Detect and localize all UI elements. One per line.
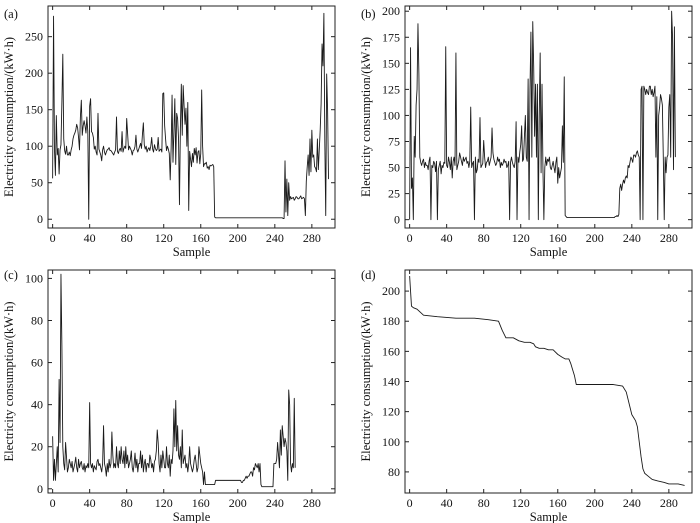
y-tick-label: 100 [25,139,43,153]
plot-frame [404,269,693,494]
y-tick-label: 175 [382,30,400,44]
y-tick-label: 25 [388,187,400,201]
y-tick-label: 120 [382,405,400,419]
x-tick-label: 160 [549,496,567,510]
y-tick-label: 200 [382,284,400,298]
x-tick-label: 120 [155,231,173,245]
x-tick-label: 120 [512,496,530,510]
series-line [52,12,329,220]
x-tick-label: 80 [478,231,490,245]
x-tick-label: 160 [192,231,210,245]
series-line [409,10,676,221]
x-axis-label: Sample [530,510,568,523]
x-axis-label: Sample [173,510,211,523]
y-tick-label: 140 [382,375,400,389]
x-tick-label: 280 [660,231,678,245]
x-tick-label: 120 [155,496,173,510]
y-axis-label: Electricity consumption/(kW·h) [359,37,373,197]
series-line [52,273,296,488]
x-tick-label: 280 [303,496,321,510]
y-tick-label: 20 [31,440,43,454]
panel-label: (d) [361,268,376,282]
x-tick-label: 40 [441,231,453,245]
x-tick-label: 240 [623,231,641,245]
y-tick-label: 40 [31,398,43,412]
y-tick-label: 100 [25,271,43,285]
panel-2: 0 40 80 120 160 200 240 280 0 25 50 75 100 125 150 175 2… [359,4,693,259]
y-tick-label: 75 [388,134,400,148]
x-tick-label: 120 [512,231,530,245]
y-tick-label: 200 [25,66,43,80]
y-axis-label: Electricity consumption/(kW·h) [359,301,373,461]
y-tick-label: 150 [382,56,400,70]
x-tick-label: 80 [478,496,490,510]
y-tick-label: 80 [388,465,400,479]
y-tick-label: 125 [382,82,400,96]
y-tick-label: 160 [382,344,400,358]
y-tick-label: 250 [25,30,43,44]
x-tick-label: 40 [441,496,453,510]
x-tick-label: 80 [121,231,133,245]
y-tick-label: 0 [394,213,400,227]
y-tick-label: 150 [25,103,43,117]
x-tick-label: 240 [623,496,641,510]
x-tick-label: 200 [586,231,604,245]
x-tick-label: 40 [84,496,96,510]
y-tick-label: 100 [382,435,400,449]
plot-frame [47,5,336,229]
x-tick-label: 80 [121,496,133,510]
x-tick-label: 0 [407,496,413,510]
x-tick-label: 200 [229,231,247,245]
x-tick-label: 40 [84,231,96,245]
x-axis-label: Sample [530,245,568,259]
x-tick-label: 0 [407,231,413,245]
x-tick-label: 240 [266,496,284,510]
y-tick-label: 60 [31,356,43,370]
x-tick-label: 280 [303,231,321,245]
y-axis-label: Electricity consumption/(kW·h) [2,301,16,461]
x-tick-label: 280 [660,496,678,510]
panel-label: (c) [4,268,18,282]
panel-label: (b) [361,7,376,21]
x-tick-label: 200 [229,496,247,510]
panel-3: 0 40 80 120 160 200 240 280 0 20 40 60 80 100 Sample El… [2,268,336,523]
y-tick-label: 180 [382,314,400,328]
y-tick-label: 0 [37,212,43,226]
y-tick-label: 0 [37,482,43,496]
y-tick-label: 200 [382,4,400,18]
panel-4: 0 40 80 120 160 200 240 280 80 100 120 140 160 180 200… [359,268,693,523]
x-tick-label: 160 [192,496,210,510]
panel-1: 0 40 80 120 160 200 240 280 0 50 100 150 200 250 Sampl… [2,5,336,259]
y-axis-label: Electricity consumption/(kW·h) [2,37,16,197]
series-line [409,276,685,486]
plot-frame [404,5,693,229]
x-axis-label: Sample [173,245,211,259]
y-tick-label: 50 [388,161,400,175]
panel-label: (a) [4,7,18,21]
y-tick-label: 50 [31,176,43,190]
x-tick-label: 0 [50,496,56,510]
plot-frame [47,269,336,494]
x-tick-label: 0 [50,231,56,245]
y-tick-label: 100 [382,108,400,122]
x-tick-label: 240 [266,231,284,245]
x-tick-label: 160 [549,231,567,245]
y-tick-label: 80 [31,313,43,327]
x-tick-label: 200 [586,496,604,510]
